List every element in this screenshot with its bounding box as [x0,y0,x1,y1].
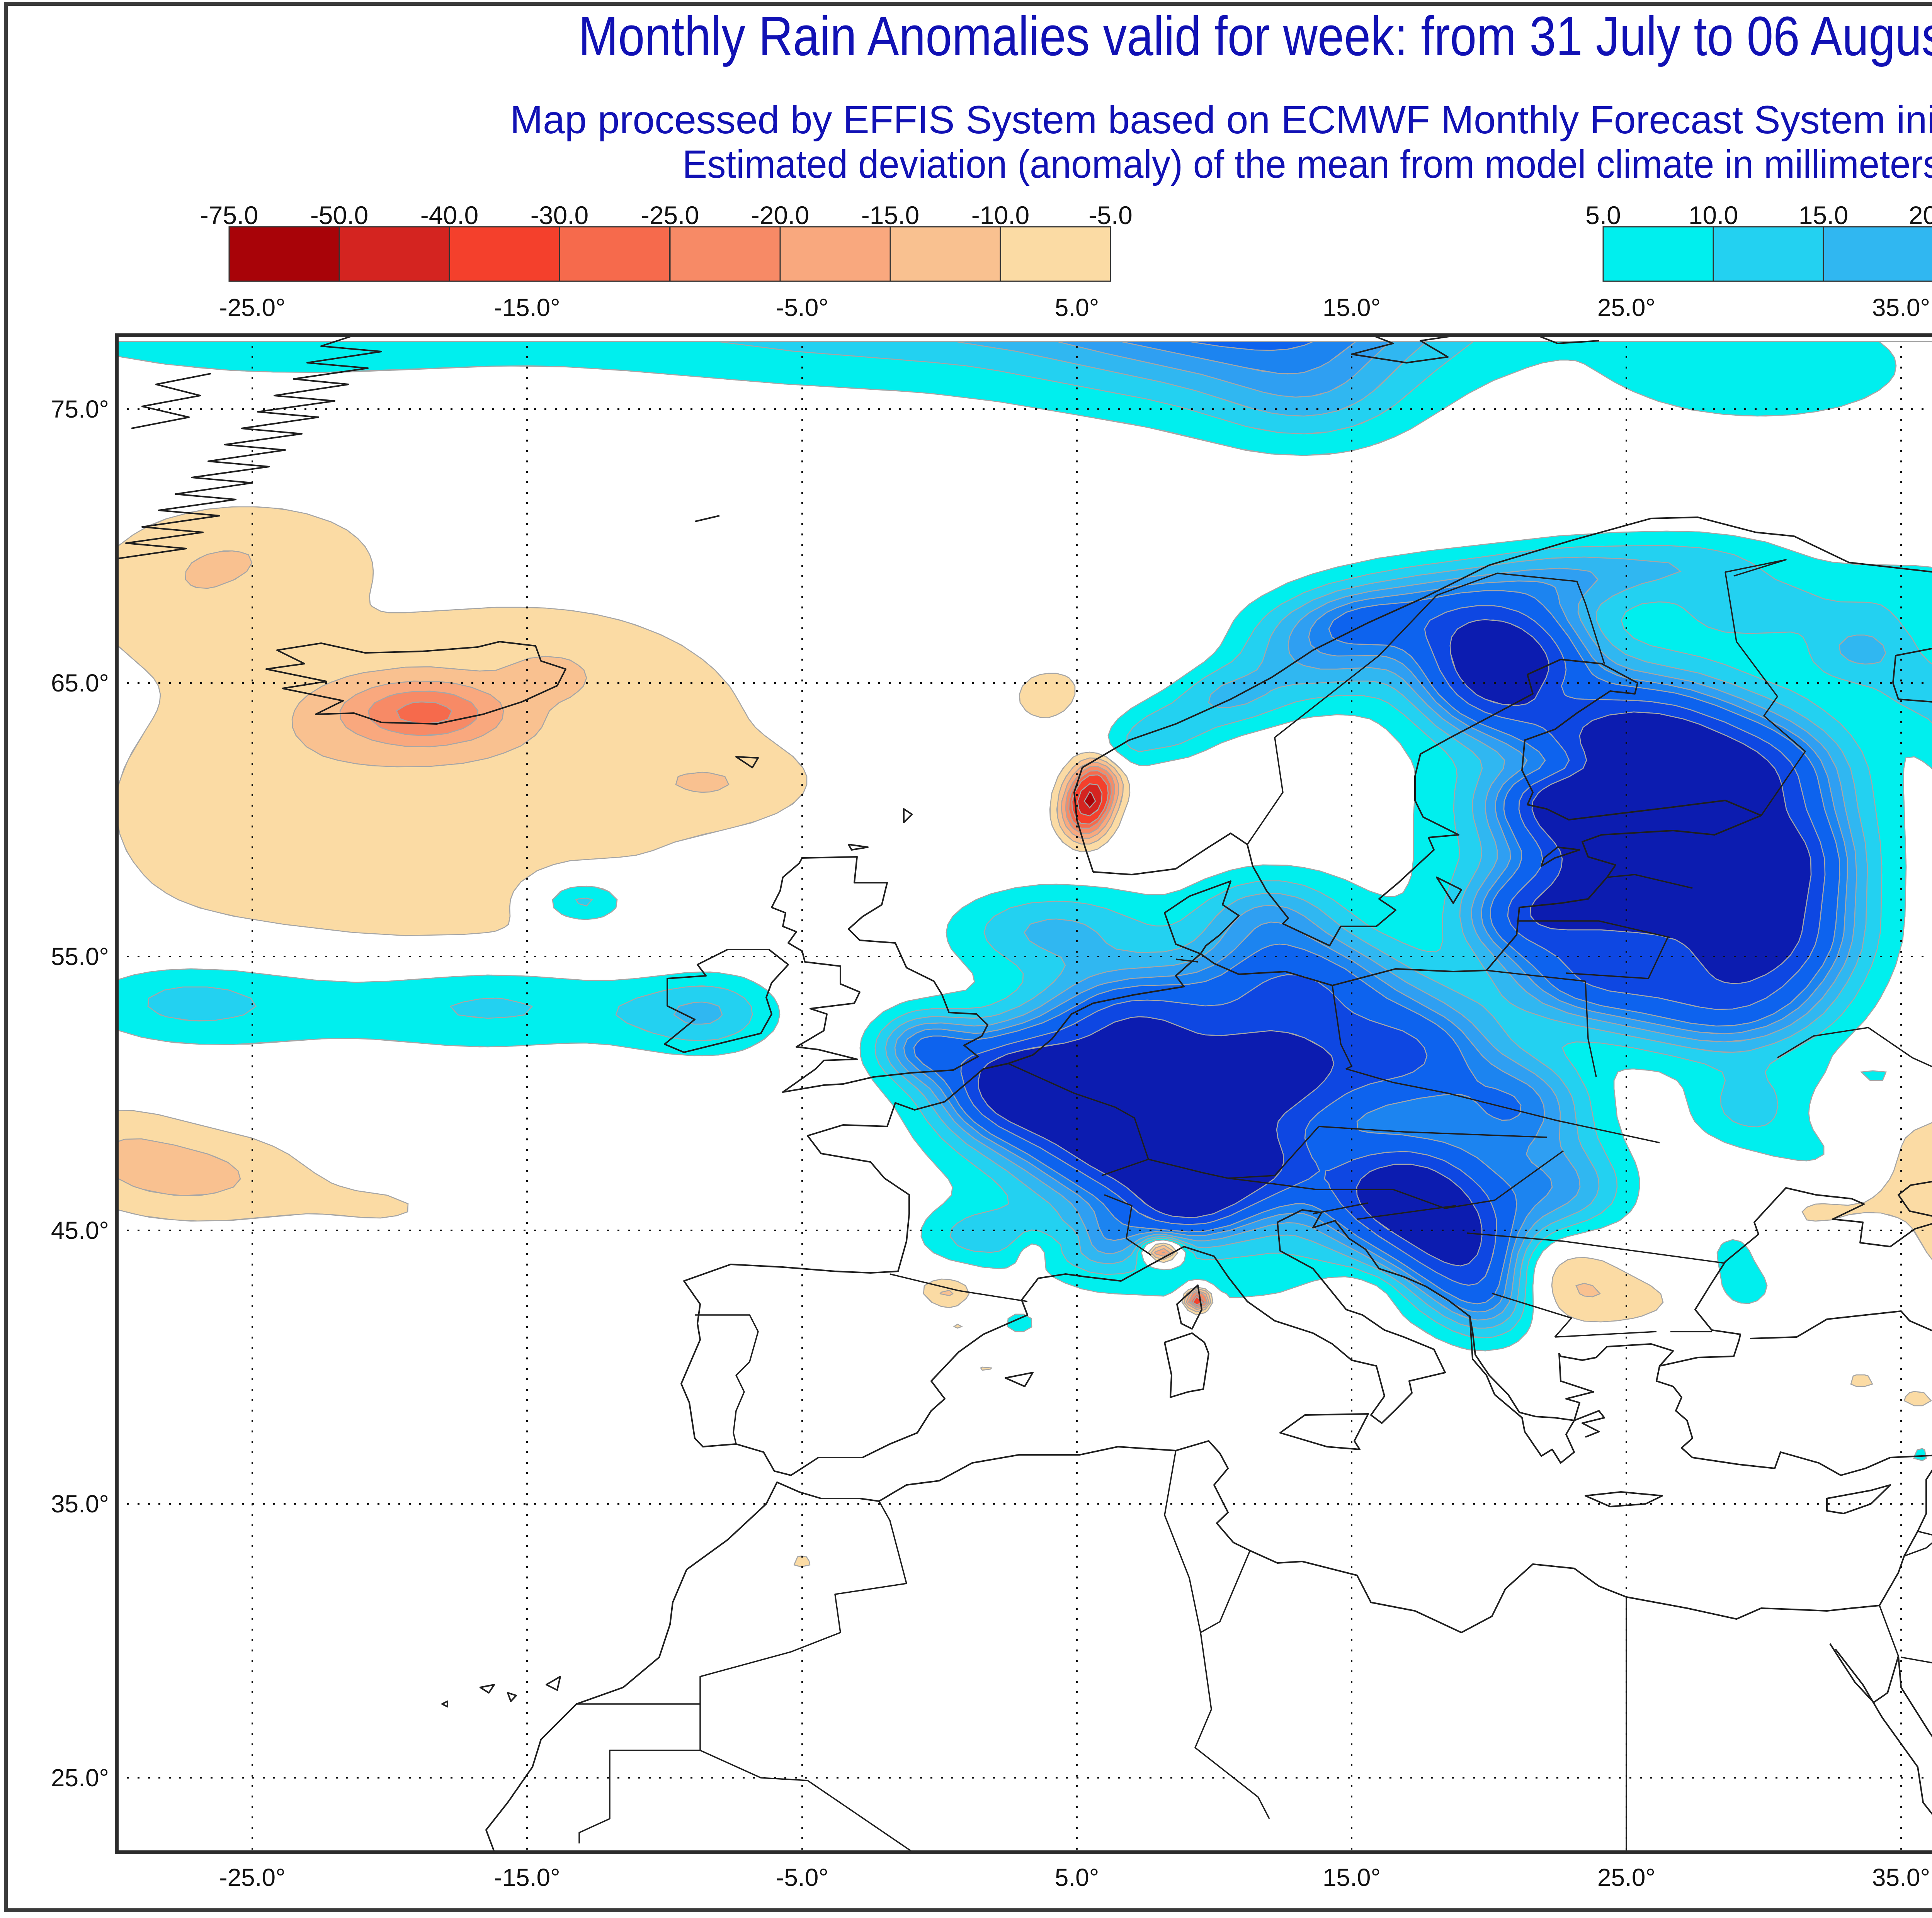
svg-text:25.0°: 25.0° [1597,1864,1655,1891]
svg-text:-5.0°: -5.0° [776,1864,828,1891]
svg-text:-5.0: -5.0 [1088,201,1133,229]
svg-text:15.0: 15.0 [1799,201,1848,229]
svg-text:-25.0: -25.0 [641,201,699,229]
svg-text:25.0°: 25.0° [51,1764,109,1792]
svg-text:-15.0°: -15.0° [494,294,560,321]
svg-text:35.0°: 35.0° [51,1490,109,1518]
svg-text:-30.0: -30.0 [531,201,588,229]
svg-text:-40.0: -40.0 [420,201,478,229]
svg-text:20.0: 20.0 [1909,201,1932,229]
svg-text:15.0°: 15.0° [1323,1864,1381,1891]
svg-text:45.0°: 45.0° [51,1216,109,1244]
svg-text:5.0°: 5.0° [1055,1864,1099,1891]
svg-text:-75.0: -75.0 [200,201,258,229]
svg-text:5.0: 5.0 [1585,201,1621,229]
svg-text:55.0°: 55.0° [51,943,109,970]
svg-text:65.0°: 65.0° [51,669,109,697]
svg-text:Map processed by EFFIS System: Map processed by EFFIS System based on E… [510,98,1932,142]
svg-text:15.0°: 15.0° [1323,294,1381,321]
svg-text:-15.0°: -15.0° [494,1864,560,1891]
svg-text:-5.0°: -5.0° [776,294,828,321]
svg-text:5.0°: 5.0° [1055,294,1099,321]
svg-text:-25.0°: -25.0° [219,294,285,321]
svg-text:35.0°: 35.0° [1872,294,1930,321]
svg-text:-50.0: -50.0 [310,201,368,229]
svg-text:-25.0°: -25.0° [219,1864,285,1891]
svg-text:-10.0: -10.0 [971,201,1029,229]
svg-text:Estimated deviation (anomaly): Estimated deviation (anomaly) of the mea… [682,142,1932,186]
svg-text:-15.0: -15.0 [861,201,919,229]
svg-text:35.0°: 35.0° [1872,1864,1930,1891]
svg-text:10.0: 10.0 [1689,201,1738,229]
svg-text:75.0°: 75.0° [51,395,109,423]
svg-text:25.0°: 25.0° [1597,294,1655,321]
svg-text:-20.0: -20.0 [751,201,809,229]
svg-text:Monthly Rain Anomalies valid f: Monthly Rain Anomalies valid for week: f… [578,5,1932,67]
